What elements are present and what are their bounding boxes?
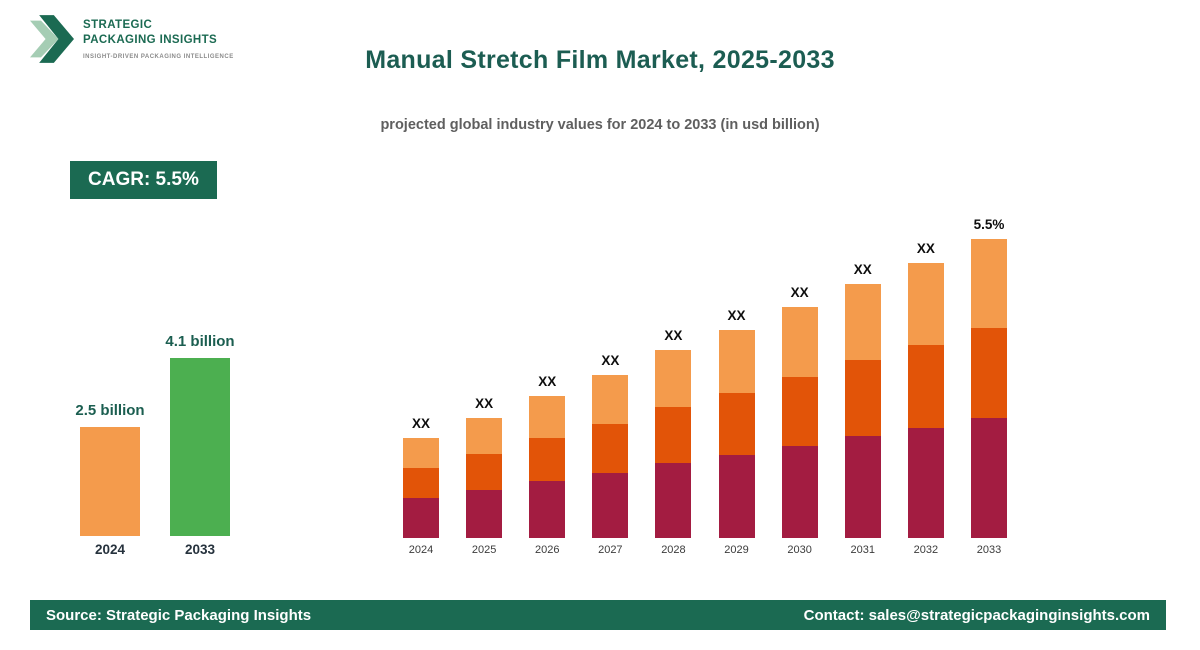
bar-column: XX 2027 bbox=[587, 353, 633, 562]
cagr-badge: CAGR: 5.5% bbox=[70, 161, 217, 199]
bar-value-label: XX bbox=[664, 328, 683, 343]
x-axis-label: 2026 bbox=[534, 544, 560, 556]
bar-column: XX 2032 bbox=[903, 241, 949, 562]
bar-value-label: XX bbox=[727, 308, 746, 323]
x-axis-label: 2024 bbox=[408, 544, 434, 556]
stacked-bar bbox=[529, 396, 566, 538]
highlight-value-label: 4.1 billion bbox=[165, 333, 235, 350]
logo-chevron-icon bbox=[30, 15, 74, 63]
bar-segment-bottom bbox=[781, 446, 818, 538]
bar-segment-middle bbox=[781, 377, 818, 446]
bar-segment-middle bbox=[466, 454, 503, 490]
bar-segment-bottom bbox=[907, 428, 944, 538]
logo-line1: STRATEGIC bbox=[83, 19, 153, 31]
x-axis-label: 2032 bbox=[913, 544, 939, 556]
bar-segment-middle bbox=[403, 468, 439, 498]
bar-value-label: XX bbox=[916, 241, 935, 256]
bar-column: XX 2026 bbox=[524, 374, 570, 562]
stacked-bar bbox=[970, 239, 1007, 538]
bar-segment-top bbox=[781, 307, 818, 377]
bar-value-label: XX bbox=[853, 262, 872, 277]
page-title: Manual Stretch Film Market, 2025-2033 bbox=[365, 46, 835, 74]
bar-segment-middle bbox=[529, 438, 566, 481]
stacked-bar bbox=[466, 418, 503, 538]
bar-column: XX 2024 bbox=[398, 416, 444, 562]
logo-line2: PACKAGING INSIGHTS bbox=[83, 33, 218, 46]
highlight-bar-column: 4.1 billion 2033 bbox=[165, 333, 234, 562]
logo-tagline: INSIGHT-DRIVEN PACKAGING INTELLIGENCE bbox=[83, 53, 234, 60]
highlight-bar-column: 2.5 billion 2024 bbox=[75, 402, 144, 562]
bar-column: XX 2028 bbox=[650, 328, 696, 562]
bar-segment-top bbox=[466, 418, 503, 454]
footer-bar: Source: Strategic Packaging Insights Con… bbox=[30, 600, 1166, 630]
x-axis-label: 2028 bbox=[661, 544, 686, 556]
highlight-value-label: 2.5 billion bbox=[75, 402, 145, 419]
stacked-bar bbox=[781, 307, 818, 538]
bar-segment-top bbox=[970, 239, 1007, 328]
bar-value-label: XX bbox=[790, 285, 809, 300]
bar-segment-bottom bbox=[592, 473, 629, 538]
bar-segment-top bbox=[655, 350, 692, 407]
page-subtitle: projected global industry values for 202… bbox=[380, 117, 820, 133]
bar-segment-bottom bbox=[718, 455, 755, 538]
x-axis-label: 2029 bbox=[724, 544, 749, 556]
bar-segment-middle bbox=[907, 345, 944, 428]
stacked-bar bbox=[403, 438, 439, 538]
bar-segment-top bbox=[403, 438, 439, 468]
bar-segment-middle bbox=[718, 393, 755, 455]
bar-segment-middle bbox=[844, 360, 881, 436]
x-axis-label: 2033 bbox=[976, 544, 1002, 556]
logo-text: STRATEGIC PACKAGING INSIGHTS INSIGHT-DRI… bbox=[83, 12, 234, 60]
bar-value-label: XX bbox=[538, 374, 557, 389]
bar-segment-top bbox=[718, 330, 755, 393]
bar-column: XX 2029 bbox=[714, 308, 760, 562]
bar-segment-top bbox=[529, 396, 566, 438]
highlight-x-axis-label: 2033 bbox=[184, 542, 216, 557]
bar-segment-bottom bbox=[466, 490, 503, 538]
bar-segment-top bbox=[907, 263, 944, 345]
x-axis-label: 2027 bbox=[598, 544, 623, 556]
footer-source: Source: Strategic Packaging Insights bbox=[46, 606, 312, 624]
bar-segment-middle bbox=[970, 328, 1007, 418]
bar-segment-bottom bbox=[970, 418, 1007, 538]
stacked-bar bbox=[592, 375, 629, 538]
x-axis-label: 2025 bbox=[471, 544, 497, 556]
bar-value-label: XX bbox=[601, 353, 620, 368]
bar-column: XX 2025 bbox=[461, 396, 507, 562]
bar-value-label: XX bbox=[411, 416, 430, 431]
bar-segment-bottom bbox=[655, 463, 692, 538]
stacked-bar-chart: XX 2024 XX 2025 XX 2026 XX 2027 XX 2028 XX 2029 XX 20… bbox=[398, 190, 1012, 562]
highlight-x-axis-label: 2024 bbox=[94, 542, 126, 557]
bar-column: XX 2030 bbox=[777, 285, 823, 562]
x-axis-label: 2031 bbox=[850, 544, 875, 556]
bar-value-label: XX bbox=[475, 396, 494, 411]
bar-segment-bottom bbox=[844, 436, 881, 538]
bar-segment-middle bbox=[592, 424, 629, 473]
stacked-bar bbox=[907, 263, 944, 538]
highlight-bar bbox=[80, 427, 140, 536]
stacked-bar bbox=[718, 330, 755, 538]
bar-value-label: 5.5% bbox=[973, 217, 1005, 232]
bar-segment-top bbox=[592, 375, 629, 424]
bar-column: XX 2031 bbox=[840, 262, 886, 562]
stacked-bar bbox=[655, 350, 692, 538]
highlight-bar bbox=[170, 358, 230, 536]
highlight-bar-chart: 2.5 billion 2024 4.1 billion 2033 bbox=[75, 322, 234, 562]
bar-segment-bottom bbox=[529, 481, 566, 538]
bar-segment-top bbox=[844, 284, 881, 360]
bar-segment-bottom bbox=[403, 498, 439, 538]
footer-contact: Contact: sales@strategicpackaginginsight… bbox=[803, 606, 1150, 624]
logo: STRATEGIC PACKAGING INSIGHTS INSIGHT-DRI… bbox=[30, 12, 234, 66]
stacked-bar bbox=[844, 284, 881, 538]
x-axis-label: 2030 bbox=[787, 544, 812, 556]
bar-column: 5.5% 2033 bbox=[966, 217, 1012, 562]
bar-segment-middle bbox=[655, 407, 692, 463]
